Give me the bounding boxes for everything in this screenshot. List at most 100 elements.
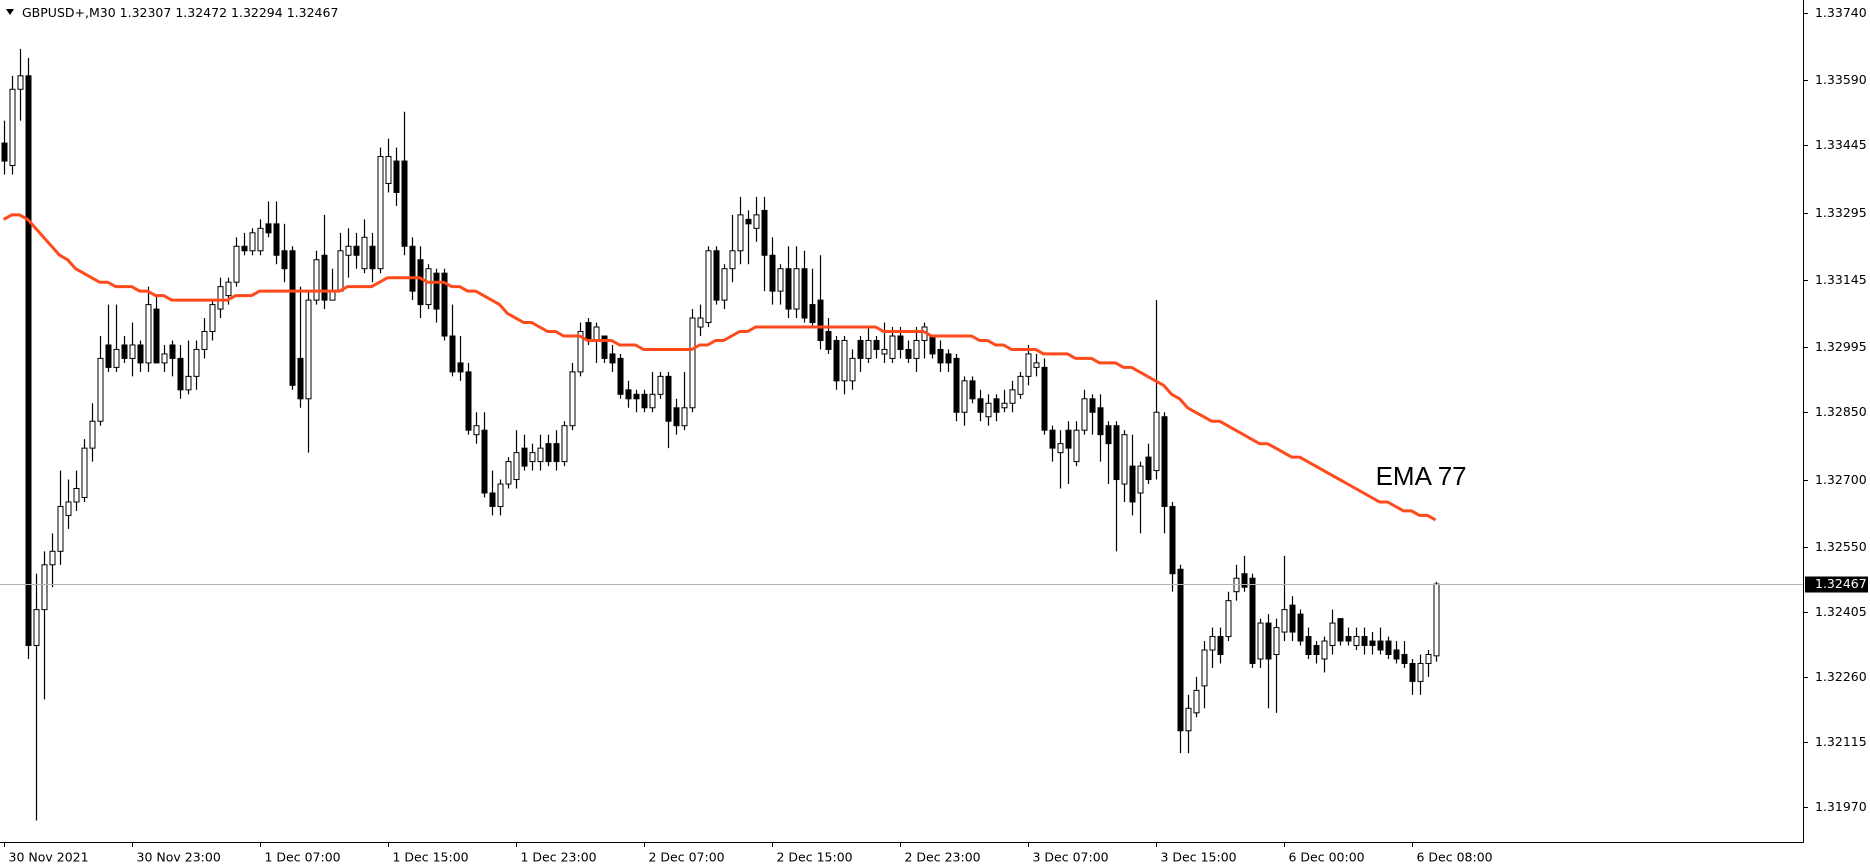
- candle-body: [129, 344, 136, 359]
- candle-body: [1353, 636, 1360, 647]
- candle-body: [281, 250, 288, 270]
- candle-body: [953, 357, 960, 413]
- menu-triangle: [6, 9, 14, 15]
- candle-body: [785, 268, 792, 310]
- high-value: 1.32472: [175, 5, 227, 20]
- candle-body: [1273, 627, 1280, 655]
- candle-body: [449, 335, 456, 373]
- candle-body: [377, 156, 384, 270]
- candle-body: [649, 393, 656, 409]
- x-tick-label: 2 Dec 15:00: [777, 850, 853, 865]
- candle-body: [705, 250, 712, 324]
- candle-body: [1001, 402, 1008, 409]
- candle-body: [137, 344, 144, 364]
- x-tick-label: 1 Dec 15:00: [393, 850, 469, 865]
- candle-body: [745, 218, 752, 225]
- candle-body: [969, 380, 976, 400]
- candle-body: [337, 250, 344, 292]
- candle-body: [1009, 389, 1016, 404]
- candle-body: [593, 326, 600, 341]
- candle-body: [481, 429, 488, 494]
- current-price-box: [1805, 576, 1868, 593]
- candle-body: [297, 357, 304, 400]
- candle-body: [417, 259, 424, 306]
- x-tick-label: 2 Dec 23:00: [905, 850, 981, 865]
- y-tick-label: 1.31970: [1815, 799, 1867, 814]
- candle-body: [217, 286, 224, 310]
- candle-body: [1017, 375, 1024, 395]
- candle-body: [561, 425, 568, 463]
- candle-body: [625, 389, 632, 400]
- candle-body: [25, 75, 32, 647]
- candle-body: [777, 268, 784, 292]
- x-tick-label: 3 Dec 15:00: [1161, 850, 1237, 865]
- candle-body: [977, 398, 984, 413]
- candle-body: [585, 322, 592, 341]
- candle-body: [1377, 640, 1384, 651]
- candle-body: [1041, 366, 1048, 431]
- candle-body: [665, 375, 672, 422]
- candle-body: [1345, 636, 1352, 642]
- candle-body: [1257, 622, 1264, 660]
- candle-body: [769, 254, 776, 292]
- x-tick-label: 1 Dec 07:00: [265, 850, 341, 865]
- candle-body: [1361, 636, 1368, 647]
- y-tick-label: 1.33295: [1815, 205, 1867, 220]
- candle-body: [737, 214, 744, 252]
- candle-body: [273, 223, 280, 256]
- candle-body: [121, 344, 128, 359]
- candle-body: [689, 317, 696, 409]
- candle-body: [617, 357, 624, 395]
- candle-body: [521, 447, 528, 467]
- candle-body: [1297, 613, 1304, 642]
- candle-body: [473, 425, 480, 436]
- candle-body: [505, 461, 512, 485]
- candle-body: [721, 268, 728, 301]
- candle-body: [289, 250, 296, 386]
- y-tick-label: 1.32850: [1815, 404, 1867, 419]
- candle-body: [529, 452, 536, 463]
- candle-body: [1161, 416, 1168, 507]
- x-tick-label: 3 Dec 07:00: [1033, 850, 1109, 865]
- candle-body: [1401, 653, 1408, 664]
- candle-body: [1249, 577, 1256, 664]
- candle-body: [889, 335, 896, 359]
- candle-body: [177, 357, 184, 391]
- candle-body: [497, 483, 504, 507]
- candle-body: [1169, 505, 1176, 575]
- ema-line: [2, 213, 1437, 522]
- candle-body: [1097, 407, 1104, 436]
- candle-body: [905, 348, 912, 359]
- y-tick-label: 1.32115: [1815, 734, 1867, 749]
- candle-body: [89, 420, 96, 449]
- candle-body: [49, 550, 56, 566]
- candle-body: [1369, 640, 1376, 647]
- candle-body: [577, 331, 584, 373]
- candle-body: [833, 339, 840, 382]
- candle-body: [1081, 398, 1088, 431]
- candle-body: [633, 393, 640, 400]
- low-value: 1.32294: [231, 5, 283, 20]
- candle-body: [9, 88, 16, 167]
- candle-body: [33, 609, 40, 647]
- candle-body: [545, 443, 552, 463]
- candle-body: [553, 443, 560, 463]
- candle-body: [17, 75, 24, 90]
- candle-body: [897, 335, 904, 350]
- candle-body: [1057, 443, 1064, 454]
- candle-body: [185, 375, 192, 391]
- candle-body: [1049, 429, 1056, 449]
- candle-body: [1145, 456, 1152, 481]
- symbol: GBPUSD+,M30: [22, 5, 116, 20]
- candle-body: [457, 362, 464, 373]
- candle-body: [233, 245, 240, 283]
- candle-body: [873, 339, 880, 350]
- candle-body: [1409, 662, 1416, 682]
- candle-body: [433, 272, 440, 310]
- y-tick-label: 1.33445: [1815, 137, 1867, 152]
- candle-body: [105, 344, 112, 368]
- candle-body: [1417, 662, 1424, 682]
